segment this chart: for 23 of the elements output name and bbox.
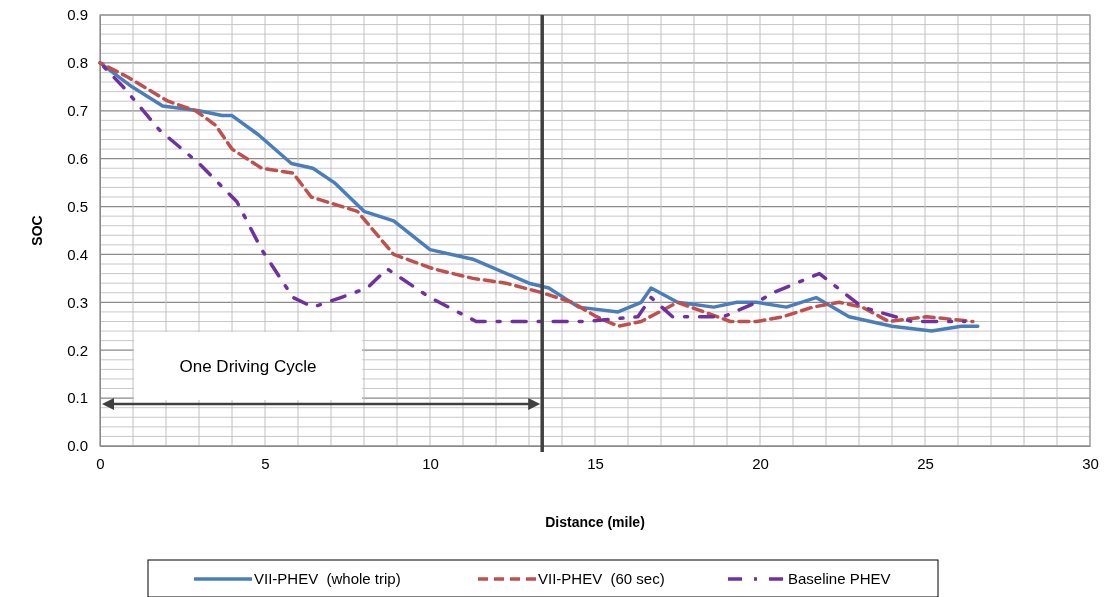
x-tick-label: 30 <box>1082 454 1099 472</box>
x-tick-label: 25 <box>917 454 934 472</box>
y-axis-title: SOC <box>29 215 45 246</box>
legend-label: VII-PHEV (60 sec) <box>538 570 665 587</box>
y-tick-label: 0.6 <box>67 149 88 167</box>
x-tick-label: 10 <box>422 454 439 472</box>
y-tick-label: 0.4 <box>67 245 88 263</box>
legend-label: VII-PHEV (whole trip) <box>254 570 401 587</box>
y-tick-label: 0.9 <box>67 6 88 24</box>
y-tick-label: 0.1 <box>67 389 88 407</box>
x-tick-label: 0 <box>96 454 105 472</box>
x-tick-label: 5 <box>261 454 270 472</box>
legend-label: Baseline PHEV <box>788 570 891 587</box>
y-tick-label: 0.7 <box>67 102 88 120</box>
y-tick-label: 0.3 <box>67 293 88 311</box>
y-tick-label: 0.8 <box>67 54 88 72</box>
annotation: One Driving Cycle <box>179 357 317 376</box>
x-tick-label: 15 <box>587 454 604 472</box>
x-axis-title: Distance (mile) <box>545 514 645 530</box>
x-tick-label: 20 <box>752 454 769 472</box>
y-tick-label: 0.0 <box>67 437 88 455</box>
y-tick-label: 0.5 <box>67 197 88 215</box>
y-tick-label: 0.2 <box>67 341 88 359</box>
